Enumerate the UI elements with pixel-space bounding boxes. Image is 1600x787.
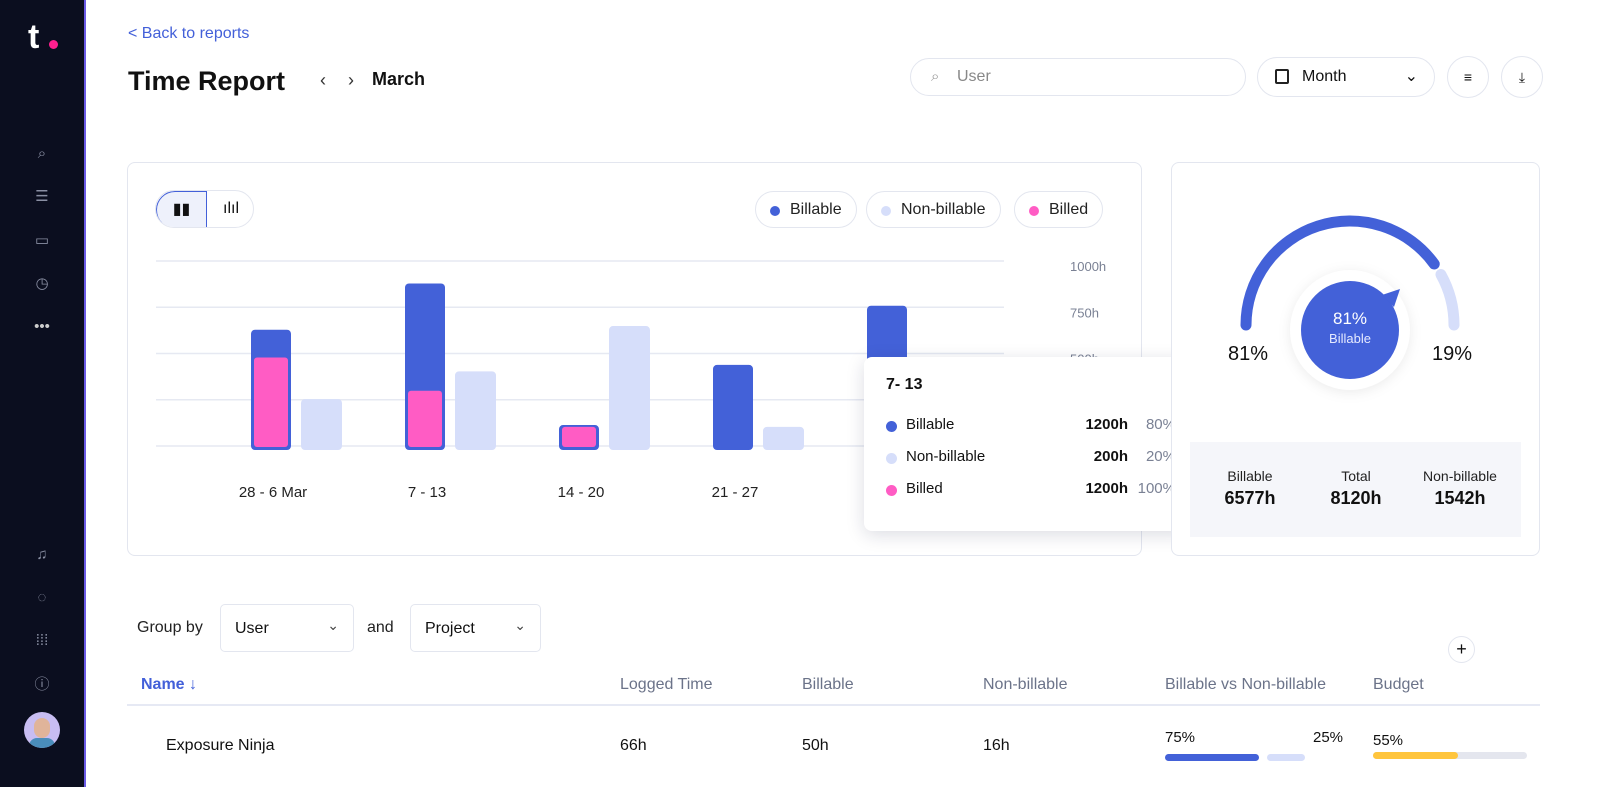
stat-billable: Billable 6577h	[1224, 468, 1276, 508]
x-tick-label: 7 - 13	[408, 484, 446, 501]
avatar[interactable]	[24, 712, 60, 748]
bar-billed	[562, 426, 596, 447]
help-icon[interactable]: ⓘ	[34, 676, 50, 693]
column-header-logged-time[interactable]: Logged Time	[620, 676, 713, 693]
logo-letter: t	[28, 18, 40, 56]
group-by-label: Group by	[137, 619, 203, 636]
search-placeholder: User	[957, 68, 991, 85]
row-billable: 50h	[802, 737, 829, 754]
tooltip-row-non-billable: Non-billable 200h 20%	[886, 448, 1176, 468]
range-value: Month	[1302, 68, 1347, 85]
bell-icon[interactable]: ♫	[36, 546, 48, 563]
chevron-down-icon: ⌄	[327, 617, 339, 633]
bar-billed	[408, 390, 442, 447]
bar-billed	[254, 357, 288, 447]
back-to-reports-link[interactable]: < Back to reports	[128, 25, 250, 42]
gauge-center-label: Billable	[1329, 331, 1371, 346]
budget-bar-track	[1373, 752, 1527, 759]
calendar-icon	[1275, 69, 1289, 84]
stat-total: Total 8120h	[1330, 468, 1382, 508]
gauge-center-value: 81%	[1332, 309, 1368, 328]
apps-grid-icon[interactable]: ⁞⁞⁞	[35, 632, 49, 649]
tooltip-title: 7- 13	[886, 376, 923, 393]
tooltip-row-billed: Billed 1200h 100%	[886, 480, 1176, 500]
prev-period-button[interactable]: ‹	[320, 70, 326, 90]
search-icon: ⌕	[931, 68, 940, 85]
x-tick-label: 21 - 27	[712, 484, 759, 501]
group-by-joiner: and	[367, 619, 394, 636]
row-budget-pct: 55%	[1373, 732, 1404, 749]
x-tick-label: 14 - 20	[558, 484, 605, 501]
add-column-button[interactable]: +	[1448, 636, 1475, 663]
chat-icon[interactable]: ◌	[37, 589, 47, 606]
range-select[interactable]: Month ⌄	[1257, 57, 1435, 97]
user-search-input[interactable]: ⌕ User	[910, 58, 1246, 96]
x-tick-label: 28 - 6 Mar	[239, 484, 307, 501]
legend-billable[interactable]: Billable	[755, 191, 857, 228]
more-icon[interactable]: •••	[34, 318, 50, 335]
detailed-bars-view-button[interactable]: ılıl	[223, 200, 239, 217]
row-non-billable: 16h	[983, 737, 1010, 754]
next-period-button[interactable]: ›	[348, 70, 354, 90]
bar-non-billable	[763, 426, 804, 450]
chart-tooltip: 7- 13 Billable 1200h 80% Non-billable 200h 2…	[864, 357, 1191, 531]
page-title: Time Report	[128, 66, 286, 96]
tooltip-row-billable: Billable 1200h 80%	[886, 416, 1176, 436]
non-billable-bar	[1266, 754, 1305, 761]
sidebar: t ⌕ ☰ ▭ ◷ ••• ♫ ◌ ⁞⁞⁞ ⓘ	[0, 0, 86, 787]
legend-label: Billed	[1049, 201, 1089, 218]
chart-view-toggle: ▮▮ ılıl	[155, 190, 254, 228]
legend-billed[interactable]: Billed	[1014, 191, 1104, 228]
bar-non-billable	[301, 399, 342, 450]
bar-non-billable	[455, 371, 496, 450]
summary-stats: Billable 6577h Total 8120h Non-billable 154…	[1190, 442, 1521, 537]
legend-non-billable[interactable]: Non-billable	[866, 191, 1001, 228]
chevron-down-icon: ⌄	[1404, 68, 1418, 85]
y-tick-label: 1000h	[1070, 259, 1106, 274]
logo[interactable]: t	[28, 18, 58, 57]
chevron-down-icon: ⌄	[514, 617, 526, 633]
billable-bar	[1165, 754, 1259, 761]
grouped-bars-view-button[interactable]: ▮▮	[156, 191, 207, 227]
checklist-icon[interactable]: ☰	[35, 188, 49, 205]
stat-non-billable: Non-billable 1542h	[1423, 468, 1497, 508]
legend-label: Non-billable	[901, 201, 986, 218]
group-by-first-select[interactable]: User ⌄	[220, 604, 354, 652]
row-name[interactable]: Exposure Ninja	[166, 737, 275, 754]
gauge-non-billable-pct: 19%	[1432, 343, 1473, 365]
stopwatch-icon[interactable]: ◷	[35, 275, 49, 292]
column-header-budget[interactable]: Budget	[1373, 676, 1424, 693]
budget-bar-fill	[1373, 752, 1458, 759]
gauge-pointer	[1382, 289, 1400, 307]
logo-dot	[49, 40, 58, 49]
period-label: March	[372, 69, 426, 89]
y-tick-label: 750h	[1070, 305, 1099, 320]
row-logged-time: 66h	[620, 737, 647, 754]
gauge-non-billable-arc	[1435, 269, 1460, 331]
download-icon: ⤓	[1518, 69, 1526, 85]
column-header-billable-vs-non-billable[interactable]: Billable vs Non-billable	[1165, 676, 1326, 693]
column-header-name[interactable]: Name ↓	[141, 676, 198, 693]
row-non-billable-pct: 25%	[1313, 729, 1344, 746]
column-header-billable[interactable]: Billable	[802, 676, 854, 693]
search-icon[interactable]: ⌕	[37, 145, 47, 162]
filter-icon: ≡	[1463, 69, 1473, 85]
billable-gauge	[1240, 215, 1460, 390]
legend-label: Billable	[790, 201, 842, 218]
gauge-center-disc	[1301, 281, 1399, 379]
bar-non-billable	[609, 326, 650, 450]
group-by-second-select[interactable]: Project ⌄	[410, 604, 541, 652]
filter-button[interactable]: ≡	[1447, 56, 1489, 98]
header-divider	[127, 704, 1540, 706]
gauge-billable-pct: 81%	[1228, 343, 1269, 365]
bar-billable	[713, 364, 753, 450]
column-header-non-billable[interactable]: Non-billable	[983, 676, 1068, 693]
download-button[interactable]: ⤓	[1501, 56, 1543, 98]
gauge-billable-arc	[1240, 215, 1440, 331]
folder-icon[interactable]: ▭	[34, 232, 50, 249]
row-billable-pct: 75%	[1165, 729, 1196, 746]
